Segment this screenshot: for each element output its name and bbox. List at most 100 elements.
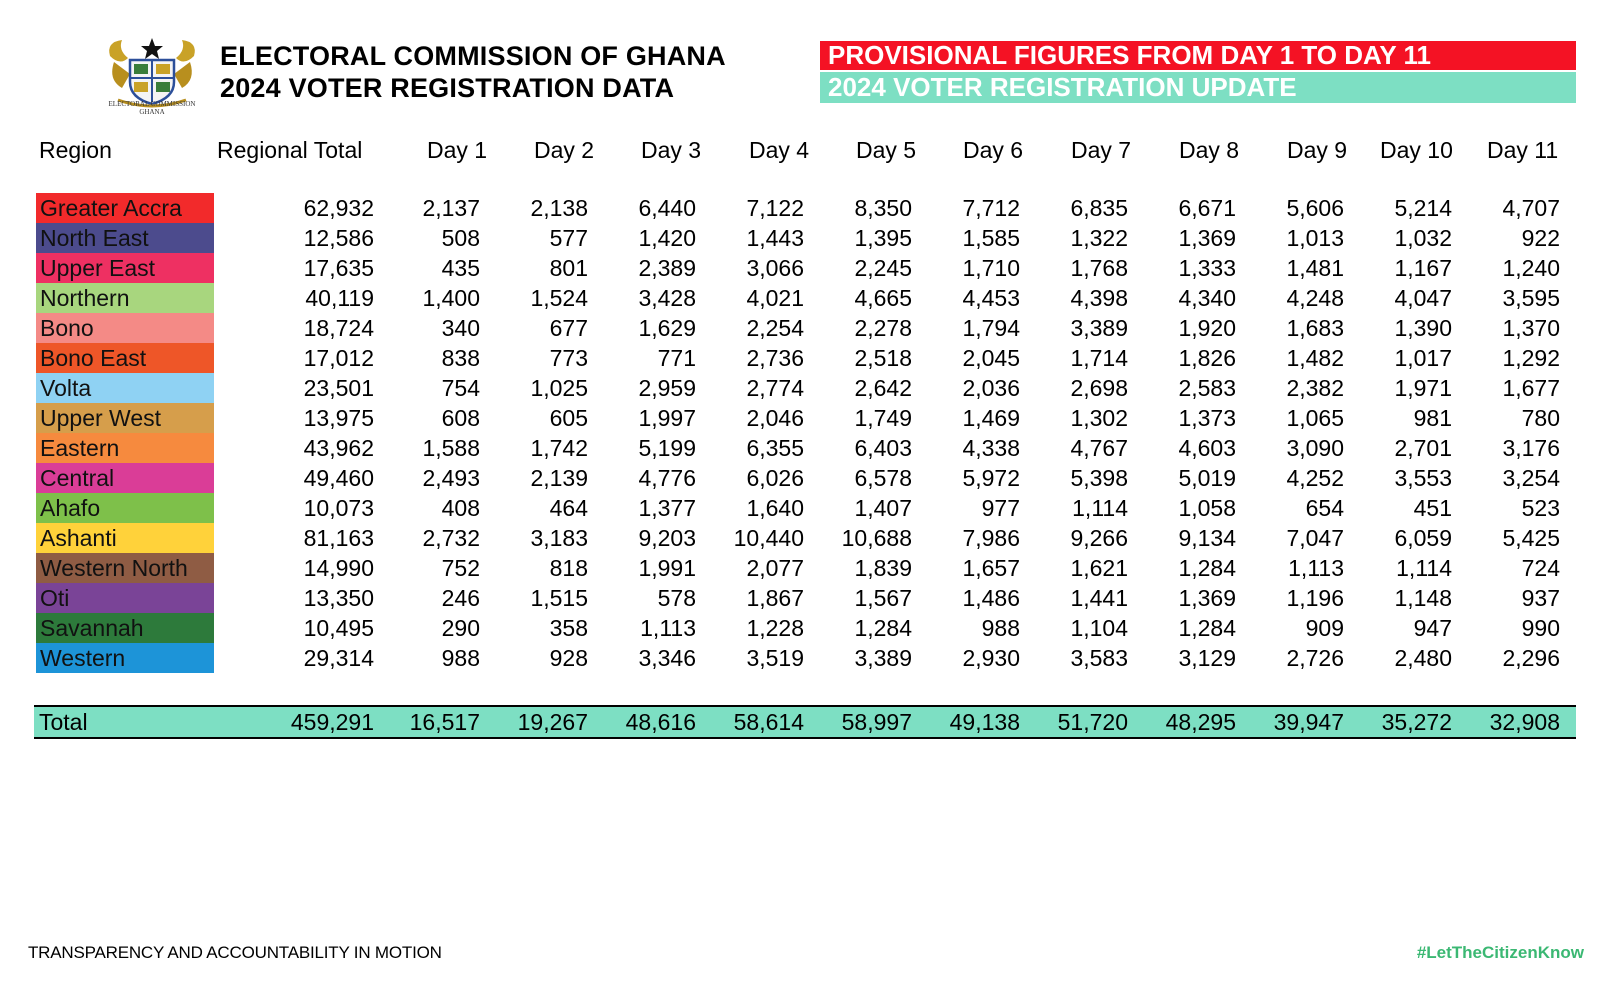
value-cell: 1,524: [530, 285, 588, 311]
value-cell: 17,635: [303, 255, 374, 281]
value-cell: 2,036: [962, 375, 1020, 401]
value-cell: 3,176: [1502, 435, 1560, 461]
table-row: Oti 13,350 246 1,515 578 1,867 1,567 1,486 1,441…: [36, 583, 1576, 613]
value-cell: 1,971: [1394, 375, 1452, 401]
value-cell: 2,518: [854, 345, 912, 371]
value-cell: 773: [549, 345, 588, 371]
value-cell: 724: [1521, 555, 1560, 581]
total-value-cell: 459,291: [290, 709, 374, 735]
table-row: Northern 40,119 1,400 1,524 3,428 4,021 4,665 4…: [36, 283, 1576, 313]
value-cell: 6,026: [746, 465, 804, 491]
value-cell: 5,398: [1070, 465, 1128, 491]
value-cell: 1,113: [640, 615, 696, 641]
value-cell: 3,090: [1286, 435, 1344, 461]
value-cell: 290: [441, 615, 480, 641]
value-cell: 3,129: [1178, 645, 1236, 671]
total-value-cell: 58,614: [733, 709, 804, 735]
value-cell: 1,167: [1394, 255, 1452, 281]
value-cell: 1,482: [1286, 345, 1344, 371]
total-value-cell: 48,295: [1165, 709, 1236, 735]
region-cell: Western: [36, 643, 214, 673]
value-cell: 2,389: [638, 255, 696, 281]
value-cell: 6,671: [1178, 195, 1236, 221]
value-cell: 1,768: [1070, 255, 1128, 281]
value-cell: 1,420: [638, 225, 696, 251]
value-cell: 928: [549, 645, 588, 671]
title-line1: ELECTORAL COMMISSION OF GHANA: [220, 41, 726, 71]
value-cell: 1,839: [854, 555, 912, 581]
value-cell: 451: [1413, 495, 1452, 521]
value-cell: 922: [1521, 225, 1560, 251]
value-cell: 2,774: [746, 375, 804, 401]
value-cell: 1,032: [1394, 225, 1452, 251]
value-cell: 1,369: [1178, 225, 1236, 251]
value-cell: 5,019: [1178, 465, 1236, 491]
logo-caption-line1: ELECTORAL COMMISSION: [108, 100, 196, 108]
total-value-cell: 39,947: [1273, 709, 1344, 735]
value-cell: 608: [441, 405, 480, 431]
value-cell: 1,284: [1178, 555, 1236, 581]
value-cell: 2,278: [854, 315, 912, 341]
footer-slogan: TRANSPARENCY AND ACCOUNTABILITY IN MOTIO…: [28, 943, 442, 962]
value-cell: 2,139: [530, 465, 588, 491]
value-cell: 4,398: [1070, 285, 1128, 311]
value-cell: 1,065: [1286, 405, 1344, 431]
region-cell: Northern: [36, 283, 214, 313]
value-cell: 10,440: [733, 525, 804, 551]
value-cell: 6,059: [1394, 525, 1452, 551]
value-cell: 6,355: [746, 435, 804, 461]
column-header: Day 11: [1487, 137, 1559, 163]
value-cell: 1,481: [1286, 255, 1344, 281]
value-cell: 1,867: [746, 585, 804, 611]
value-cell: 1,486: [962, 585, 1020, 611]
value-cell: 3,066: [746, 255, 804, 281]
value-cell: 1,370: [1502, 315, 1560, 341]
value-cell: 7,122: [746, 195, 804, 221]
table-row: Savannah 10,495 290 358 1,113 1,228 1,284 988 1,…: [36, 613, 1576, 643]
column-header: Day 1: [427, 137, 488, 163]
total-value-cell: 32,908: [1489, 709, 1560, 735]
value-cell: 7,986: [962, 525, 1020, 551]
value-cell: 1,683: [1286, 315, 1344, 341]
value-cell: 780: [1521, 405, 1560, 431]
value-cell: 1,369: [1178, 585, 1236, 611]
total-value-cell: 19,267: [517, 709, 588, 735]
region-cell: Western North: [36, 553, 214, 583]
value-cell: 4,252: [1286, 465, 1344, 491]
region-cell: Upper West: [36, 403, 214, 433]
value-cell: 3,553: [1394, 465, 1452, 491]
value-cell: 1,017: [1394, 345, 1452, 371]
value-cell: 1,567: [854, 585, 912, 611]
value-cell: 246: [441, 585, 480, 611]
value-cell: 1,302: [1070, 405, 1128, 431]
value-cell: 10,495: [303, 615, 374, 641]
value-cell: 340: [441, 315, 480, 341]
value-cell: 1,113: [1288, 555, 1344, 581]
title-line2: 2024 VOTER REGISTRATION DATA: [220, 73, 675, 103]
value-cell: 1,013: [1286, 225, 1344, 251]
value-cell: 40,119: [305, 285, 374, 311]
value-cell: 2,077: [746, 555, 804, 581]
value-cell: 5,214: [1394, 195, 1452, 221]
value-cell: 4,021: [746, 285, 804, 311]
value-cell: 1,104: [1070, 615, 1128, 641]
value-cell: 1,407: [854, 495, 912, 521]
total-row: Total 459,291 16,517 19,267 48,616 58,614 58,…: [34, 705, 1576, 739]
value-cell: 1,400: [422, 285, 480, 311]
table-row: Upper East 17,635 435 801 2,389 3,066 2,245 1,7…: [36, 253, 1576, 283]
coat-of-arms-icon: [104, 36, 200, 116]
value-cell: 4,767: [1070, 435, 1128, 461]
value-cell: 3,428: [638, 285, 696, 311]
table-row: Ashanti 81,163 2,732 3,183 9,203 10,440 10,688…: [36, 523, 1576, 553]
table-row: Ahafo 10,073 408 464 1,377 1,640 1,407 977 1,114…: [36, 493, 1576, 523]
value-cell: 1,373: [1178, 405, 1236, 431]
value-cell: 2,137: [422, 195, 480, 221]
value-cell: 7,712: [962, 195, 1020, 221]
value-cell: 1,284: [1178, 615, 1236, 641]
value-cell: 6,403: [854, 435, 912, 461]
value-cell: 1,377: [638, 495, 696, 521]
value-cell: 2,493: [422, 465, 480, 491]
value-cell: 577: [549, 225, 588, 251]
value-cell: 937: [1521, 585, 1560, 611]
value-cell: 1,443: [746, 225, 804, 251]
